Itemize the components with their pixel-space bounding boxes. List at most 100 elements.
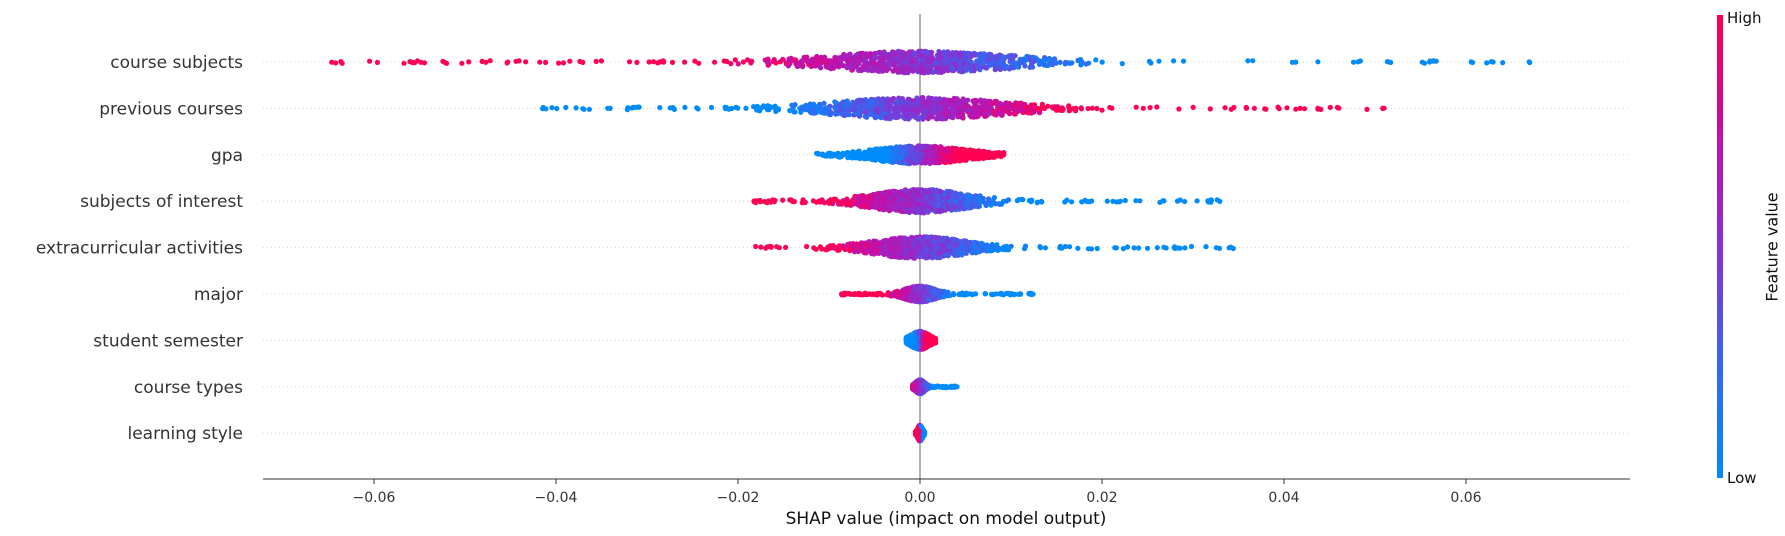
shap-point [964, 50, 971, 56]
shap-point [459, 60, 465, 66]
shap-point [777, 59, 783, 65]
shap-point [1490, 59, 1496, 65]
shap-point [554, 105, 560, 112]
shap-point [505, 59, 511, 65]
shap-point [1071, 105, 1077, 111]
shap-point [933, 144, 939, 150]
shap-point [1301, 106, 1308, 112]
shap-point [927, 144, 933, 150]
shap-point [860, 64, 866, 70]
shap-point [955, 55, 961, 62]
shap-point [971, 155, 977, 161]
shap-point [923, 156, 930, 162]
shap-point [1053, 59, 1059, 66]
shap-point [932, 108, 938, 114]
shap-point [815, 150, 821, 157]
shap-point [1182, 198, 1188, 205]
shap-point [886, 207, 892, 213]
shap-point [904, 59, 910, 65]
shap-point [773, 108, 779, 114]
shap-point [851, 107, 857, 113]
shap-point [915, 240, 921, 247]
shap-point [1147, 105, 1153, 111]
shap-point [567, 58, 573, 64]
shap-point [975, 52, 981, 58]
shap-point [917, 60, 923, 66]
shap-point [1034, 200, 1040, 206]
shap-point [1427, 59, 1433, 65]
shap-point [976, 194, 982, 200]
shap-point [1066, 108, 1072, 114]
feature-row-points [753, 234, 1236, 261]
shap-point [882, 238, 888, 244]
shap-point [1203, 244, 1209, 250]
shap-point [979, 56, 986, 63]
shap-point [1089, 105, 1095, 111]
shap-point [977, 150, 983, 156]
shap-point [820, 59, 826, 65]
shap-point [946, 149, 952, 155]
shap-point [978, 241, 985, 247]
shap-point [624, 107, 630, 113]
shap-point [961, 200, 967, 206]
shap-point [965, 107, 972, 113]
shap-point [1031, 104, 1037, 110]
shap-point [969, 111, 976, 117]
shap-point [989, 247, 995, 254]
shap-point [945, 204, 951, 210]
shap-point [1124, 244, 1131, 250]
shap-point [735, 61, 741, 67]
shap-point [912, 50, 918, 57]
shap-point [929, 255, 936, 261]
shap-point [670, 105, 676, 111]
shap-point [466, 59, 472, 65]
feature-row-points [839, 283, 1036, 305]
shap-point [920, 246, 927, 252]
shap-point [367, 58, 373, 64]
shap-point [808, 63, 814, 69]
shap-point [804, 58, 810, 64]
shap-point [922, 144, 928, 150]
shap-point [872, 204, 879, 210]
shap-point [918, 198, 924, 204]
shap-point [549, 105, 555, 111]
shap-point [783, 61, 789, 67]
shap-point [858, 240, 865, 246]
shap-point [972, 244, 978, 250]
shap-point [940, 110, 946, 116]
shap-point [329, 59, 335, 65]
shap-point [787, 197, 793, 203]
shap-point [1146, 58, 1152, 64]
shap-point [1245, 58, 1251, 64]
shap-point [910, 68, 916, 74]
shap-point [853, 52, 859, 59]
shap-point [821, 100, 827, 106]
shap-point [414, 58, 421, 64]
shap-point [560, 60, 567, 66]
shap-point [1031, 58, 1037, 65]
shap-point [965, 97, 971, 103]
shap-point [1133, 198, 1139, 204]
shap-point [1042, 58, 1048, 64]
shap-point [832, 56, 838, 63]
shap-point [1293, 106, 1299, 112]
shap-point [333, 60, 339, 66]
shap-point [926, 242, 932, 249]
shap-point [543, 59, 549, 65]
shap-point [1078, 105, 1084, 111]
shap-point [1433, 58, 1439, 64]
shap-point [882, 199, 888, 206]
shap-point [931, 69, 937, 75]
shap-point [982, 113, 988, 119]
shap-point [946, 60, 952, 66]
shap-point [956, 105, 962, 111]
shap-point [926, 112, 932, 119]
shap-point [783, 244, 789, 250]
shap-point [833, 111, 839, 117]
shap-point [953, 50, 959, 56]
shap-point [836, 247, 842, 253]
shap-point [864, 242, 870, 248]
shap-point [879, 58, 886, 64]
shap-point [1350, 59, 1357, 65]
shap-point [646, 59, 652, 65]
